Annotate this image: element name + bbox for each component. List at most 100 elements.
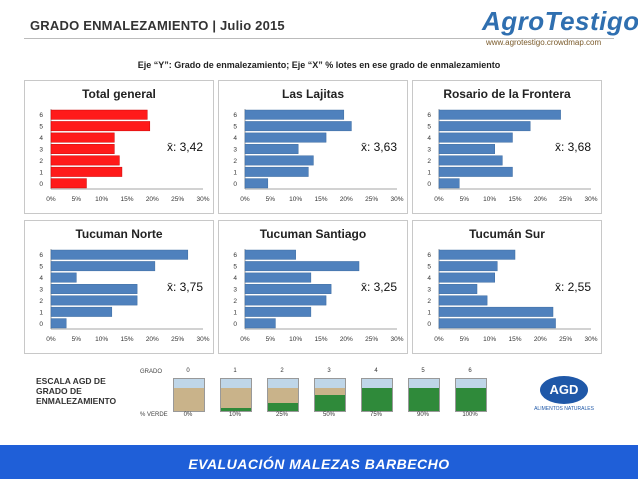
y-tick-label: 4 [427, 275, 431, 282]
bar [244, 318, 276, 329]
scale-verde-value: 75% [369, 412, 382, 418]
x-tick-label: 10% [95, 336, 108, 343]
y-tick-label: 6 [427, 112, 431, 119]
scale-grado-label: GRADO [140, 369, 163, 375]
y-tick-label: 6 [39, 252, 43, 259]
logo-text: AgroTestigo [482, 6, 638, 36]
y-tick-label: 2 [233, 298, 237, 305]
bar [50, 306, 113, 317]
chart-title: Tucuman Santiago [260, 227, 366, 241]
x-tick-label: 15% [314, 336, 327, 343]
bar [438, 295, 488, 306]
scale-sky [221, 379, 251, 388]
bar [244, 166, 309, 177]
x-tick-label: 10% [483, 336, 496, 343]
scale-grade-number: 0 [186, 368, 190, 374]
bar [438, 144, 495, 154]
y-tick-label: 5 [427, 124, 431, 131]
y-tick-label: 4 [233, 135, 237, 142]
mean-label: x̄: 3,63 [361, 140, 397, 154]
bar [50, 155, 120, 166]
bar [50, 109, 148, 120]
bar [244, 121, 352, 132]
chart-title: Rosario de la Frontera [443, 87, 571, 101]
y-tick-label: 1 [233, 169, 237, 176]
x-tick-label: 30% [584, 196, 597, 203]
x-tick-label: 0% [46, 196, 56, 203]
chart-subtitle: Eje “Y”: Grado de enmalezamiento; Eje “X… [137, 60, 501, 70]
chart-panel: Tucuman Santiago 0 1 2 3 4 5 6 0% 5% 10% 15% 20% 25% 3… [218, 220, 408, 354]
y-tick-label: 5 [233, 264, 237, 271]
chart-panel: Las Lajitas 0 1 2 3 4 5 6 0% 5% 10% 15% 20% 25% 30% x̄:… [218, 80, 408, 214]
bar [438, 178, 460, 189]
x-tick-label: 0% [240, 336, 250, 343]
bar [438, 249, 516, 260]
x-tick-label: 30% [196, 336, 209, 343]
bar [244, 109, 345, 120]
x-tick-label: 15% [120, 196, 133, 203]
bar [50, 295, 138, 306]
scale-grade-image [173, 378, 205, 412]
x-tick-label: 15% [120, 336, 133, 343]
footer-text: EVALUACIÓN MALEZAS BARBECHO [188, 456, 450, 472]
bar [438, 121, 531, 132]
chart-panel: Tucuman Norte 0 1 2 3 4 5 6 0% 5% 10% 15% 20% 25% 30% x… [24, 220, 214, 354]
y-tick-label: 1 [427, 309, 431, 316]
y-tick-label: 4 [39, 135, 43, 142]
x-tick-label: 20% [340, 196, 353, 203]
chart-title: Tucuman Norte [75, 227, 162, 241]
chart-svg: Las Lajitas 0 1 2 3 4 5 6 0% 5% 10% 15% 20% 25% 30% x̄:… [233, 87, 403, 203]
bar [438, 306, 554, 317]
x-tick-label: 20% [534, 336, 547, 343]
y-tick-label: 1 [427, 169, 431, 176]
y-tick-label: 5 [233, 124, 237, 131]
y-tick-label: 1 [39, 309, 43, 316]
chart-svg: Total general 0 1 2 3 4 5 6 0% 5% 10% 15% 20% 25% 30% x… [39, 87, 209, 203]
bar [438, 284, 478, 294]
x-tick-label: 25% [365, 336, 378, 343]
y-tick-label: 6 [39, 112, 43, 119]
bar [438, 166, 513, 177]
y-tick-label: 2 [427, 298, 431, 305]
scale-sky [362, 379, 392, 388]
y-tick-label: 3 [427, 147, 431, 154]
scale-sky [268, 379, 298, 388]
mean-label: x̄: 3,68 [555, 140, 591, 154]
x-tick-label: 10% [95, 196, 108, 203]
y-tick-label: 0 [427, 181, 431, 188]
y-tick-label: 1 [233, 309, 237, 316]
y-tick-label: 4 [233, 275, 237, 282]
x-tick-label: 15% [314, 196, 327, 203]
chart-title: Total general [82, 87, 156, 101]
x-tick-label: 20% [146, 336, 159, 343]
agrotestigo-logo[interactable]: AgroTestigo www.agrotestigo.crowdmap.com [482, 6, 638, 50]
x-tick-label: 10% [289, 336, 302, 343]
bar [50, 284, 138, 294]
y-tick-label: 3 [427, 287, 431, 294]
scale-verde-value: 50% [322, 412, 335, 418]
scale-title-line: ENMALEZAMIENTO [36, 396, 117, 406]
chart-title: Las Lajitas [282, 87, 344, 101]
x-tick-label: 30% [390, 196, 403, 203]
y-tick-label: 3 [39, 287, 43, 294]
scale-grade-image [455, 378, 487, 412]
y-tick-label: 2 [39, 298, 43, 305]
chart-panel: Tucumán Sur 0 1 2 3 4 5 6 0% 5% 10% 15% 20% 25% 30% x̄:… [412, 220, 602, 354]
bar [244, 284, 332, 294]
x-tick-label: 0% [434, 196, 444, 203]
chart-title: Tucumán Sur [469, 227, 545, 241]
agd-badge: AGD [540, 376, 588, 404]
y-tick-label: 0 [39, 321, 43, 328]
bar [50, 166, 123, 177]
x-tick-label: 30% [584, 336, 597, 343]
x-tick-label: 30% [390, 336, 403, 343]
scale-grade-number: 3 [327, 368, 331, 374]
bar [438, 261, 498, 272]
scale-grade-image [267, 378, 299, 412]
bar [244, 144, 299, 154]
x-tick-label: 0% [46, 336, 56, 343]
header-divider [24, 38, 614, 39]
x-tick-label: 25% [171, 336, 184, 343]
y-tick-label: 2 [427, 158, 431, 165]
bar [438, 318, 556, 329]
